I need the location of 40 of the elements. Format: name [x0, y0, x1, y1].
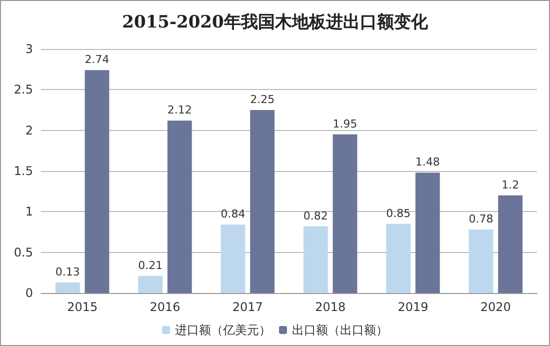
y-tick-label: 0: [25, 286, 33, 300]
y-tick-label: 0.5: [14, 245, 33, 260]
legend-label: 进口额（亿美元）: [175, 323, 271, 337]
bar: [55, 282, 80, 293]
chart-title: 2015-2020年我国木地板进出口额变化: [122, 12, 429, 32]
x-tick-label: 2019: [398, 300, 428, 314]
bar: [84, 70, 110, 293]
data-label: 0.82: [303, 209, 328, 222]
data-label: 2.74: [84, 53, 110, 66]
data-label: 0.21: [138, 258, 163, 272]
bar: [303, 226, 328, 293]
y-tick-label: 1.5: [14, 164, 33, 178]
bar: [498, 195, 523, 293]
bar: [138, 276, 163, 293]
bar: [332, 134, 358, 293]
y-tick-label: 3: [25, 42, 33, 56]
bar: [250, 110, 275, 293]
data-label: 2.25: [250, 93, 275, 106]
data-label: 0.78: [468, 212, 494, 226]
y-tick-label: 1: [25, 204, 33, 219]
x-tick-label: 2017: [232, 300, 263, 314]
x-tick-label: 2018: [315, 300, 346, 314]
bar: [386, 224, 411, 293]
data-label: 0.84: [220, 208, 246, 221]
y-tick-label: 2: [25, 123, 33, 138]
x-tick-label: 2015: [67, 300, 98, 314]
data-label: 1.2: [502, 178, 520, 192]
data-label: 2.12: [167, 104, 192, 117]
data-label: 0.85: [386, 206, 411, 220]
x-tick-label: 2020: [480, 300, 511, 314]
legend-label: 出口额（出口额）: [292, 323, 388, 337]
x-tick-label: 2016: [150, 300, 180, 314]
data-label: 0.13: [55, 265, 80, 278]
bar: [220, 224, 246, 293]
bar: [468, 230, 494, 293]
data-label: 1.48: [415, 156, 440, 169]
bar: [167, 120, 192, 293]
data-label: 1.95: [332, 117, 358, 130]
bar: [415, 172, 440, 293]
y-tick-label: 2.5: [14, 82, 33, 97]
